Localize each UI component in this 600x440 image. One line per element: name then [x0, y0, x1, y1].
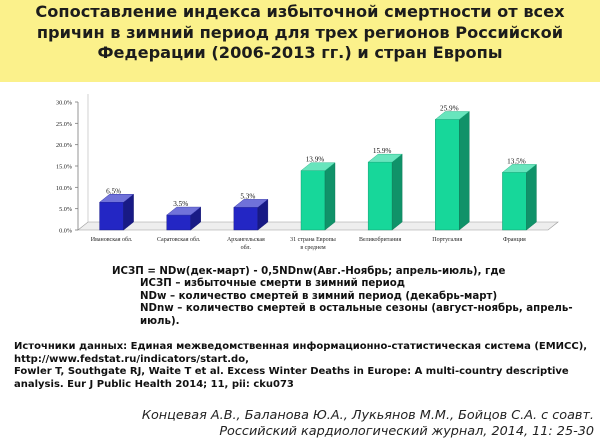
y-tick-label: 20.0% — [56, 142, 72, 149]
bar-top — [367, 153, 403, 163]
formula-block: ИСЗП = NDw(дек-март) - 0,5NDnw(Авг.-Нояб… — [112, 266, 592, 328]
bar-front — [99, 202, 124, 231]
formula-definition: ИСЗП = NDw(дек-март) - 0,5NDnw(Авг.-Нояб… — [112, 266, 506, 277]
data-label: 5.3% — [240, 192, 255, 200]
bar-side — [459, 111, 470, 231]
y-tick-label: 0.0% — [59, 228, 72, 235]
x-tick-label: Португалия — [432, 237, 462, 243]
bar — [99, 193, 135, 231]
slide-title: Сопоставление индекса избыточной смертно… — [6, 2, 594, 64]
bar-top — [99, 194, 135, 203]
bar-top — [434, 111, 470, 120]
y-tick-label: 15.0% — [56, 164, 72, 171]
bar — [233, 198, 269, 231]
bar-front — [233, 207, 259, 231]
bar-side — [391, 153, 403, 231]
formula-term-ndw: NDw – количество смертей в зимний период… — [140, 290, 498, 302]
bar-chart: 0.0% 5.0% 10.0% 15.0% 20.0% 25.0% 30.0% 6.5% Ив… — [56, 94, 559, 251]
data-label: 13.9% — [306, 156, 325, 164]
x-tick-label: Ивановская обл. — [91, 236, 133, 243]
x-tick-label: в среднем — [300, 245, 326, 251]
bar-front — [300, 170, 326, 231]
source-emiss: Источники данных: Единая межведомственна… — [14, 341, 588, 365]
bar-top — [166, 206, 202, 216]
source-fowler: Fowler T, Southgate RJ, Waite T et al. E… — [14, 366, 569, 390]
bar-front — [435, 119, 460, 231]
y-tick-label: 10.0% — [56, 185, 72, 192]
bar-front — [367, 161, 393, 231]
bar — [434, 111, 470, 231]
formula-term-iszp: ИСЗП – избыточные смерти в зимний период — [140, 278, 405, 290]
bar-top — [233, 199, 269, 208]
data-label: 25.9% — [440, 104, 459, 112]
x-tick-label: Великобритания — [359, 236, 402, 243]
bar — [367, 153, 403, 231]
citation: Концевая А.В., Баланова Ю.А., Лукьянов М… — [4, 408, 594, 440]
bar-side — [526, 163, 537, 231]
formula-term-ndnw: NDnw – количество смертей в остальные се… — [140, 303, 573, 327]
bar-front — [166, 214, 191, 231]
x-tick-label: Саратовская обл. — [157, 236, 201, 243]
bar — [501, 163, 537, 231]
title-line-1: Сопоставление индекса избыточной смертно… — [35, 2, 565, 21]
citation-journal: Российский кардиологический журнал, 2014… — [219, 424, 594, 439]
bar-front — [502, 172, 527, 231]
data-sources: Источники данных: Единая межведомственна… — [14, 341, 594, 391]
title-line-2: причин в зимний период для трех регионов… — [36, 22, 564, 42]
data-label: 13.5% — [507, 157, 526, 165]
title-line-3: Федерации (2006-2013 гг.) и стран Европы — [97, 43, 503, 62]
bar — [300, 162, 336, 231]
title-band — [0, 0, 600, 82]
bar-side — [324, 162, 336, 231]
data-label: 6.5% — [106, 187, 121, 195]
y-tick-label: 25.0% — [56, 121, 72, 128]
bar-top — [501, 164, 537, 173]
y-tick-label: 5.0% — [59, 206, 72, 213]
x-tick-label: обл. — [241, 244, 252, 251]
x-tick-label: Архангельская — [227, 237, 265, 243]
data-label: 15.9% — [373, 147, 392, 155]
x-tick-label: 31 страна Европы — [290, 237, 336, 243]
y-tick-label: 30.0% — [56, 100, 72, 107]
citation-authors: Концевая А.В., Баланова Ю.А., Лукьянов М… — [141, 408, 594, 423]
data-label: 3.5% — [173, 200, 188, 208]
bar-top — [300, 162, 336, 171]
x-tick-label: Франция — [503, 237, 526, 243]
bar — [166, 206, 202, 231]
